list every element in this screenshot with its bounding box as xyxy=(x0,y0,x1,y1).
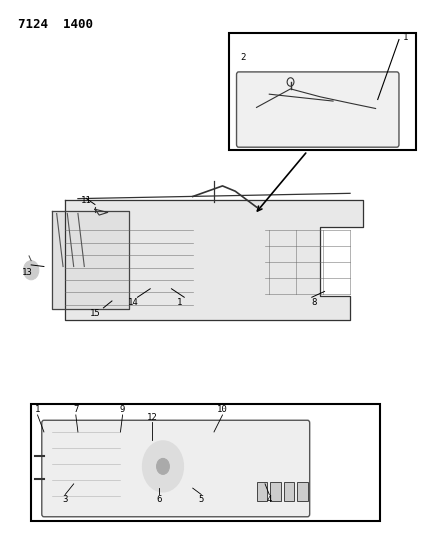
Text: 3: 3 xyxy=(62,495,68,504)
FancyBboxPatch shape xyxy=(237,72,399,147)
Bar xyxy=(297,482,308,501)
Polygon shape xyxy=(65,200,363,319)
Text: 9: 9 xyxy=(120,405,125,414)
Text: 2: 2 xyxy=(241,53,246,62)
Circle shape xyxy=(157,458,169,474)
Text: 15: 15 xyxy=(89,309,100,318)
Polygon shape xyxy=(52,211,129,309)
Text: 10: 10 xyxy=(217,405,228,414)
Text: 6: 6 xyxy=(156,495,161,504)
Text: 13: 13 xyxy=(21,268,32,277)
Text: 14: 14 xyxy=(128,298,139,307)
Text: 1: 1 xyxy=(35,405,40,414)
Bar xyxy=(284,482,294,501)
Circle shape xyxy=(24,261,39,280)
Bar xyxy=(229,33,416,150)
Text: 1: 1 xyxy=(177,298,183,307)
Text: 5: 5 xyxy=(199,495,204,504)
Text: 7124  1400: 7124 1400 xyxy=(18,18,93,31)
Text: 7: 7 xyxy=(73,405,78,414)
Text: 4: 4 xyxy=(267,495,272,504)
Bar xyxy=(256,482,267,501)
Text: 12: 12 xyxy=(147,413,158,422)
Text: 11: 11 xyxy=(81,196,92,205)
Circle shape xyxy=(143,441,183,492)
Bar xyxy=(270,482,281,501)
FancyBboxPatch shape xyxy=(42,420,310,517)
Bar xyxy=(31,405,380,521)
Text: 1: 1 xyxy=(403,33,409,42)
Text: 8: 8 xyxy=(311,298,317,307)
